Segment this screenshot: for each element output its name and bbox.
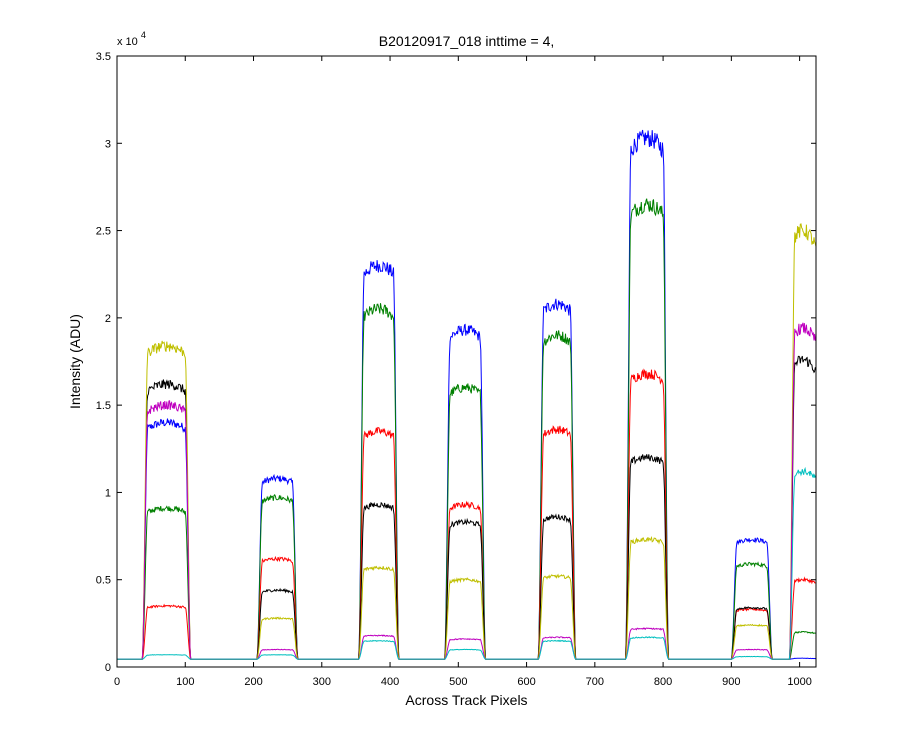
exponent-base: x 10 — [117, 36, 138, 48]
y-tick-label: 1.5 — [96, 400, 111, 412]
plot-area — [117, 56, 816, 667]
y-tick-label: 3.5 — [96, 51, 111, 63]
x-tick-label: 200 — [244, 676, 262, 688]
y-axis-label: Intensity (ADU) — [67, 314, 83, 409]
x-tick-label: 100 — [176, 676, 194, 688]
y-tick-label: 0 — [105, 662, 111, 674]
y-tick-label: 2 — [105, 313, 111, 325]
x-tick-label: 500 — [449, 676, 467, 688]
y-tick-label: 0.5 — [96, 575, 111, 587]
x-tick-label: 800 — [654, 676, 672, 688]
x-tick-label: 400 — [381, 676, 399, 688]
x-axis: 0 100 200 300 400 500 600 700 800 900 1000 — [114, 56, 812, 688]
y-tick-label: 1 — [105, 487, 111, 499]
y-tick-label: 3 — [105, 138, 111, 150]
series-line — [117, 466, 817, 660]
x-tick-label: 0 — [114, 676, 120, 688]
y-tick-label: 2.5 — [96, 226, 111, 238]
x-tick-label: 600 — [517, 676, 535, 688]
x-tick-label: 1000 — [787, 676, 811, 688]
y-axis-exponent: x 10 4 — [117, 30, 146, 48]
x-axis-label: Across Track Pixels — [405, 692, 527, 708]
x-tick-label: 700 — [586, 676, 604, 688]
y-axis: 0 0.5 1 1.5 2 2.5 3 3.5 — [96, 51, 816, 674]
x-tick-label: 900 — [722, 676, 740, 688]
series-layer — [117, 129, 817, 660]
exponent-power: 4 — [141, 30, 146, 40]
chart-title: B20120917_018 inttime = 4, — [379, 33, 555, 49]
x-tick-label: 300 — [313, 676, 331, 688]
plot-frame — [116, 55, 817, 668]
